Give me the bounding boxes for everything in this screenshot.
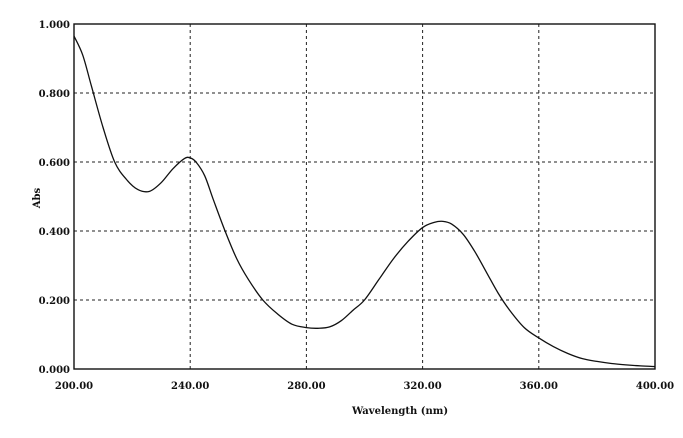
x-tick-label: 360.00	[520, 381, 558, 392]
x-tick-label: 200.00	[55, 381, 93, 392]
y-axis-title: Abs	[32, 187, 43, 209]
y-tick-label: 0.000	[39, 365, 70, 376]
y-tick-label: 1.000	[39, 20, 70, 31]
y-tick-label: 0.800	[39, 89, 70, 100]
series-layer	[73, 35, 656, 368]
x-tick-label: 320.00	[403, 381, 441, 392]
plot-frame	[73, 23, 656, 370]
x-tick-label: 280.00	[287, 381, 325, 392]
y-tick-label: 0.600	[39, 158, 70, 169]
x-axis-title: Wavelength (nm)	[351, 406, 448, 417]
y-tick-label: 0.400	[39, 227, 70, 238]
grid	[74, 24, 655, 369]
x-tick-label: 240.00	[171, 381, 209, 392]
y-tick-label: 0.200	[39, 296, 70, 307]
x-axis-ticks: 200.00 240.00 280.00 320.00 360.00 400.00	[55, 381, 674, 392]
y-axis-ticks: 0.000 0.200 0.400 0.600 0.800 1.000	[39, 20, 70, 376]
absorbance-line	[73, 35, 656, 368]
x-tick-label: 400.00	[636, 381, 674, 392]
